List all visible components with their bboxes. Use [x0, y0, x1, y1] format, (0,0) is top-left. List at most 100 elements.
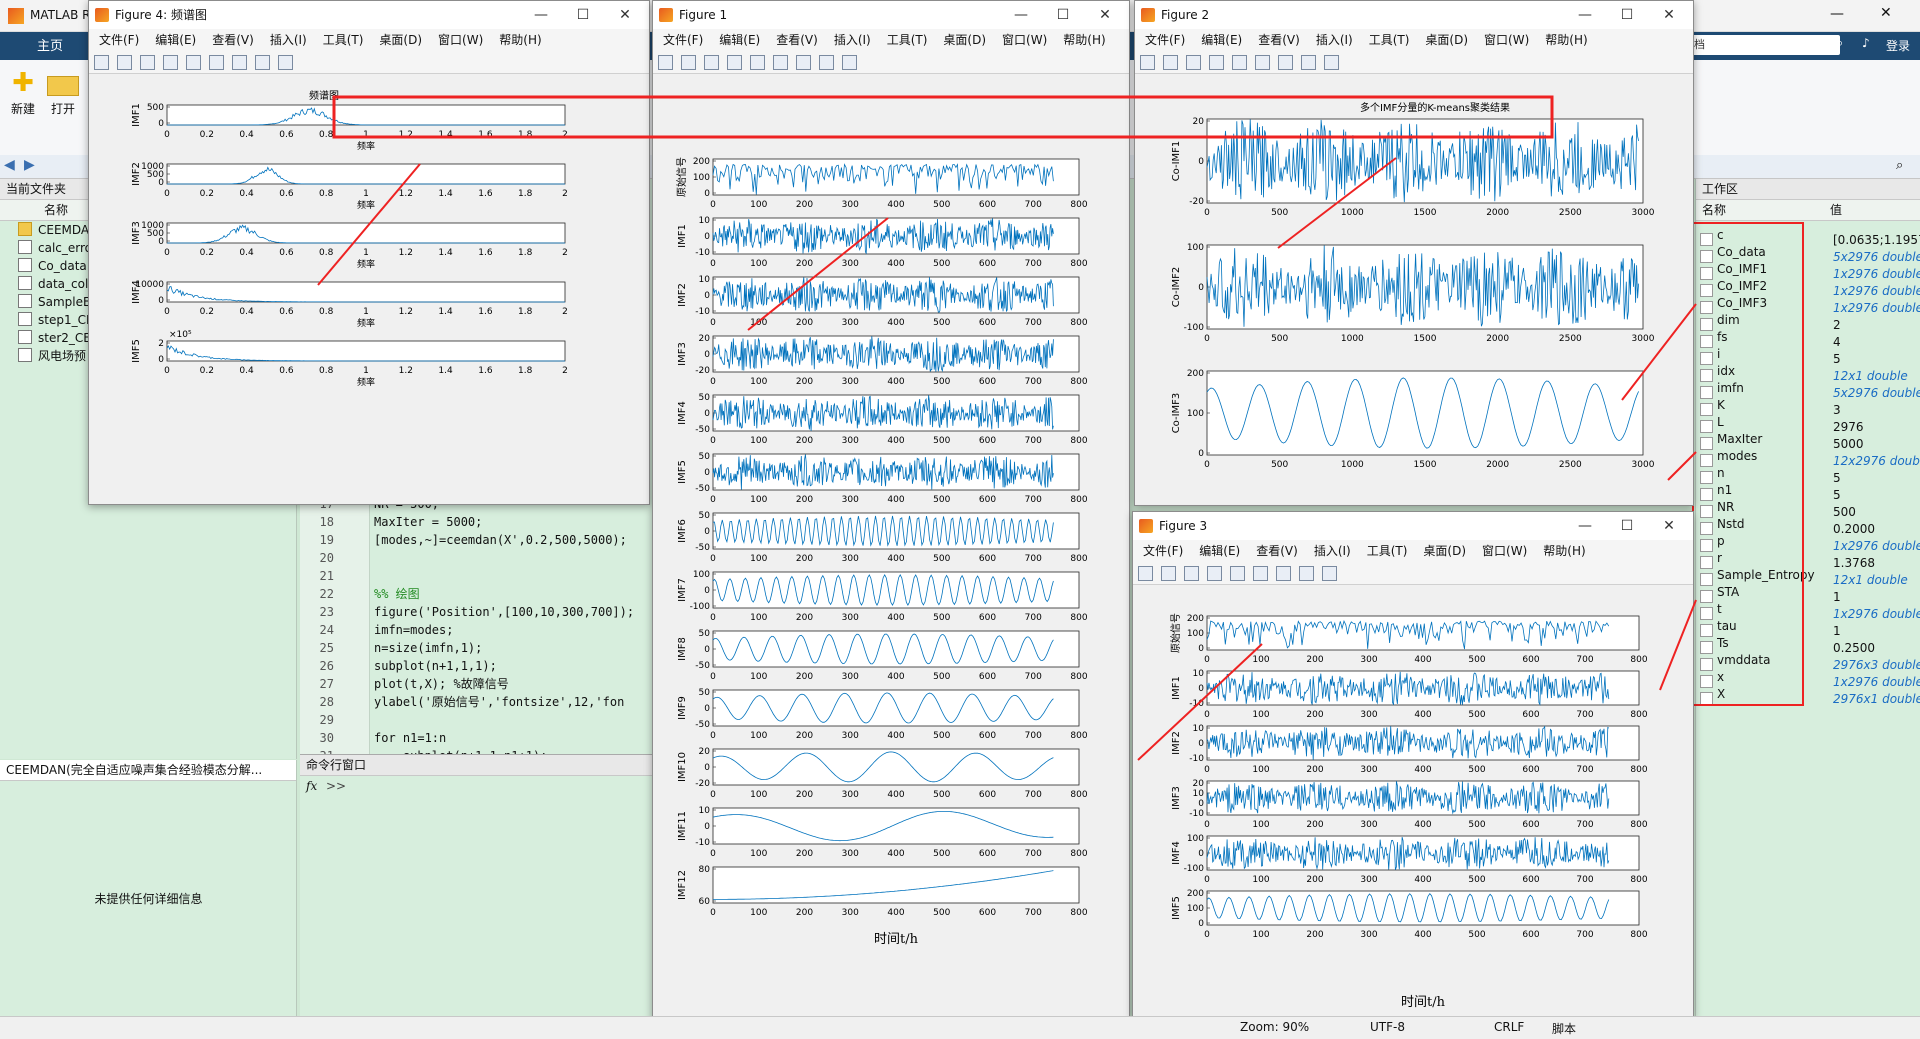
figure-menu-item[interactable]: 编辑(E) [1201, 33, 1243, 47]
colorbar-icon[interactable] [1255, 55, 1270, 70]
tab-home[interactable]: 主页 [36, 39, 63, 54]
figure-menu-item[interactable]: 查看(V) [1258, 33, 1300, 47]
figure-menu-item[interactable]: 编辑(E) [1199, 544, 1241, 558]
print-icon[interactable] [163, 55, 178, 70]
figure-menu-item[interactable]: 文件(F) [1145, 33, 1186, 47]
save-icon[interactable] [140, 55, 155, 70]
save-icon[interactable] [704, 55, 719, 70]
workspace-variable[interactable]: vmddata 2976x3 double [1696, 652, 1920, 672]
figure-menu-item[interactable]: 插入(I) [269, 33, 307, 47]
search-icon[interactable]: ⌕ [1836, 36, 1844, 51]
new-button[interactable]: ✚ 新建 [0, 64, 46, 117]
figure-menu-item[interactable]: 帮助(H) [1543, 544, 1586, 558]
workspace-variable[interactable]: L 2976 [1696, 414, 1920, 434]
minimize-icon[interactable]: — [1014, 7, 1028, 23]
print-icon[interactable] [1209, 55, 1224, 70]
code-line[interactable]: 30 for n1=1:n [300, 729, 656, 747]
code-line[interactable]: 20 [300, 549, 656, 567]
figure-menu-item[interactable]: 桌面(D) [1425, 33, 1469, 47]
pointer-icon[interactable] [819, 55, 834, 70]
figure-menu-item[interactable]: 插入(I) [1313, 544, 1351, 558]
property-icon[interactable] [1324, 55, 1339, 70]
figure-menu-item[interactable]: 帮助(H) [1545, 33, 1588, 47]
figure-menu-item[interactable]: 桌面(D) [379, 33, 423, 47]
maximize-icon[interactable]: ☐ [1056, 7, 1070, 23]
workspace-variable[interactable]: r 1.3768 [1696, 550, 1920, 570]
ws-name-column[interactable]: 名称 [1702, 203, 1727, 217]
figure-menu-item[interactable]: 窗口(W) [1482, 544, 1528, 558]
open-icon[interactable] [1161, 566, 1176, 581]
new-figure-icon[interactable] [1140, 55, 1155, 70]
ws-value-column[interactable]: 值 [1830, 203, 1843, 217]
legend-icon[interactable] [1278, 55, 1293, 70]
workspace-variable[interactable]: Sample_Entropy 12x1 double [1696, 567, 1920, 587]
figure-menu-item[interactable]: 窗口(W) [1484, 33, 1530, 47]
close-icon[interactable]: ✕ [619, 7, 631, 23]
legend-icon[interactable] [1276, 566, 1291, 581]
search-input[interactable]: 档 [1690, 35, 1840, 55]
property-icon[interactable] [278, 55, 293, 70]
link-icon[interactable] [750, 55, 765, 70]
bell-icon[interactable]: ♪ [1862, 36, 1870, 50]
code-line[interactable]: 29 [300, 711, 656, 729]
figure-menu-item[interactable]: 编辑(E) [719, 33, 761, 47]
code-line[interactable]: 25 n=size(imfn,1); [300, 639, 656, 657]
legend-icon[interactable] [796, 55, 811, 70]
code-line[interactable]: 26 subplot(n+1,1,1); [300, 657, 656, 675]
figure3-plot[interactable]: 20010000100200300400500600700800原始信号100-… [1133, 586, 1693, 1018]
figure-menu-item[interactable]: 查看(V) [1256, 544, 1298, 558]
workspace-variable[interactable]: Nstd 0.2000 [1696, 516, 1920, 536]
code-line[interactable]: 19 [modes,~]=ceemdan(X',0.2,500,5000); [300, 531, 656, 549]
property-icon[interactable] [1322, 566, 1337, 581]
back-arrow-icon[interactable]: ◀ [4, 157, 15, 173]
code-line[interactable]: 24 imfn=modes; [300, 621, 656, 639]
workspace-variable[interactable]: c [0.0635;1.1957;( [1696, 227, 1920, 247]
pointer-icon[interactable] [1299, 566, 1314, 581]
workspace-variable[interactable]: Co_IMF2 1x2976 double [1696, 278, 1920, 298]
workspace-variable[interactable]: NR 500 [1696, 499, 1920, 519]
workspace-variable[interactable]: imfn 5x2976 double [1696, 380, 1920, 400]
new-figure-icon[interactable] [658, 55, 673, 70]
details-dropdown[interactable]: CEEMDAN(完全自适应噪声集合经验模态分解... [0, 760, 296, 781]
open-button[interactable]: 打开 [40, 64, 86, 117]
minimize-icon[interactable]: — [534, 7, 548, 23]
figure-menu-item[interactable]: 插入(I) [1315, 33, 1353, 47]
maximize-icon[interactable]: ☐ [576, 7, 590, 23]
print-icon[interactable] [1207, 566, 1222, 581]
close-icon[interactable]: ✕ [1880, 5, 1892, 21]
workspace-variable[interactable]: Co_IMF3 1x2976 double [1696, 295, 1920, 315]
figure-menu-item[interactable]: 帮助(H) [499, 33, 542, 47]
save-icon[interactable] [1184, 566, 1199, 581]
workspace-variable[interactable]: modes 12x2976 doubl [1696, 448, 1920, 468]
workspace-variable[interactable]: t 1x2976 double [1696, 601, 1920, 621]
figure-menu-item[interactable]: 工具(T) [886, 33, 928, 47]
figure-menu-item[interactable]: 工具(T) [1366, 544, 1408, 558]
open-icon[interactable] [117, 55, 132, 70]
command-prompt[interactable]: >> [326, 779, 347, 793]
workspace-variable[interactable]: MaxIter 5000 [1696, 431, 1920, 451]
login-link[interactable]: 登录 [1886, 39, 1911, 53]
workspace-variable[interactable]: Ts 0.2500 [1696, 635, 1920, 655]
close-icon[interactable]: ✕ [1099, 7, 1111, 23]
file-item[interactable]: Co_data [0, 257, 296, 275]
workspace-variable[interactable]: x 1x2976 double [1696, 669, 1920, 689]
figure-menu-item[interactable]: 查看(V) [212, 33, 254, 47]
code-line[interactable]: 22 %% 绘图 [300, 585, 656, 603]
code-line[interactable]: 28 ylabel('原始信号','fontsize',12,'fon [300, 693, 656, 711]
forward-arrow-icon[interactable]: ▶ [24, 157, 35, 173]
minimize-icon[interactable]: — [1578, 7, 1592, 23]
link-icon[interactable] [186, 55, 201, 70]
pointer-icon[interactable] [255, 55, 270, 70]
workspace-variable[interactable]: Co_data 5x2976 double [1696, 244, 1920, 264]
workspace-variable[interactable]: p 1x2976 double [1696, 533, 1920, 553]
link-icon[interactable] [1232, 55, 1247, 70]
save-icon[interactable] [1186, 55, 1201, 70]
close-icon[interactable]: ✕ [1663, 7, 1675, 23]
minimize-icon[interactable]: — [1830, 6, 1844, 22]
file-item[interactable]: CEEMDA [0, 221, 296, 239]
